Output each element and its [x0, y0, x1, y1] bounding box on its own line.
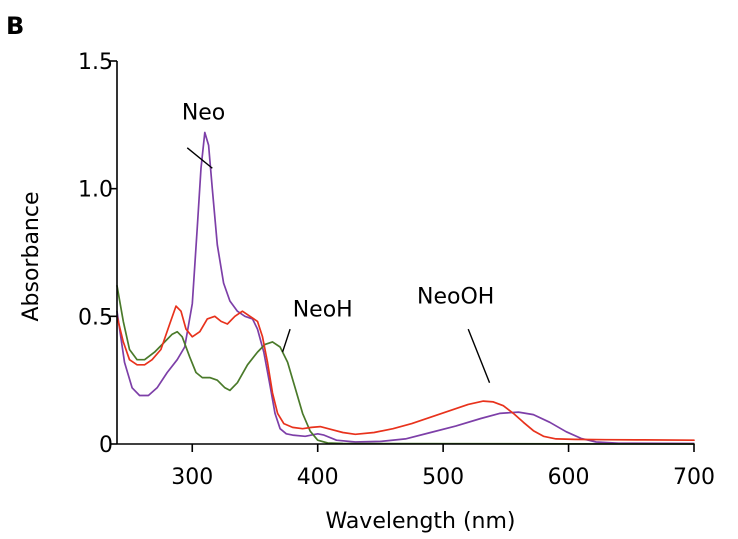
y-tick-label: 1.5	[78, 50, 113, 75]
x-tick-label: 300	[171, 465, 213, 490]
annotation-label: NeoH	[293, 297, 353, 322]
x-tick-label: 400	[297, 465, 339, 490]
series-line-neo	[116, 131, 695, 445]
series-layer	[116, 131, 695, 445]
x-tick-label: 600	[548, 465, 590, 490]
y-ticks: 0 0.5 1.0 1.5	[78, 50, 117, 458]
annotation-leader-line	[467, 328, 491, 383]
x-ticks: 300 400 500 600 700	[171, 444, 715, 490]
annotation-label: NeoOH	[417, 285, 494, 310]
series-line-neoh	[116, 284, 695, 445]
y-axis-title: Absorbance	[19, 191, 44, 321]
x-axis-title: Wavelength (nm)	[325, 509, 515, 534]
annotation-label: Neo	[182, 101, 225, 126]
y-tick-label: 1.0	[78, 178, 113, 203]
series-line-neooh	[116, 305, 695, 442]
y-tick-label: 0	[99, 433, 113, 458]
annotation-leader-line	[281, 328, 291, 353]
panel-label: B	[6, 12, 24, 40]
annotation-leader-line	[186, 147, 213, 169]
y-tick-label: 0.5	[78, 305, 113, 330]
x-tick-label: 700	[673, 465, 715, 490]
annotation-layer: Neo NeoH NeoOH	[182, 101, 494, 383]
x-tick-label: 500	[422, 465, 464, 490]
axes	[116, 61, 694, 445]
